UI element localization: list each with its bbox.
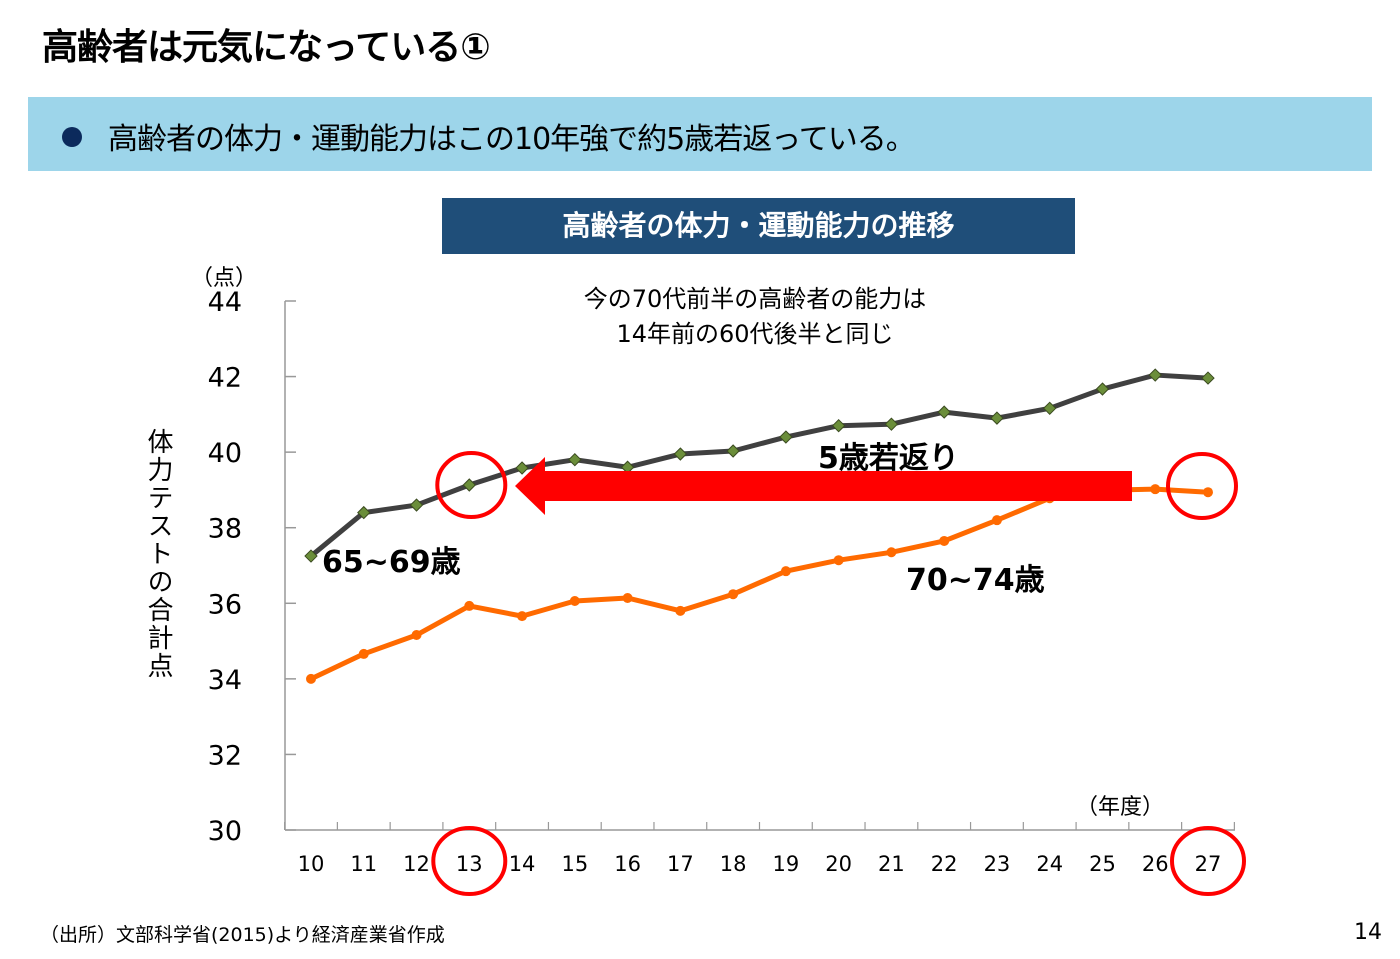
chart-note-line2: 14年前の60代後半と同じ bbox=[616, 320, 893, 348]
x-tick-label: 26 bbox=[1142, 852, 1169, 876]
data-point bbox=[464, 600, 475, 611]
data-point bbox=[357, 505, 371, 520]
source-note: （出所）文部科学省(2015)より経済産業省作成 bbox=[40, 924, 445, 946]
y-axis-label: 体力テストの合計点 bbox=[143, 428, 173, 680]
slide-title: 高齢者は元気になっている① bbox=[42, 27, 491, 68]
data-point bbox=[780, 566, 791, 577]
highlight-circle bbox=[435, 451, 508, 520]
data-point bbox=[1042, 401, 1057, 416]
x-tick-label: 23 bbox=[984, 852, 1011, 876]
data-point bbox=[1148, 368, 1162, 382]
x-tick-label: 17 bbox=[667, 852, 694, 876]
data-point bbox=[990, 411, 1004, 425]
chart-note-line1: 今の70代前半の高齢者の能力は bbox=[584, 285, 927, 313]
data-point bbox=[673, 447, 688, 461]
series-line-1 bbox=[309, 486, 1209, 682]
x-tick-label: 25 bbox=[1089, 852, 1116, 876]
x-tick-label: 18 bbox=[720, 852, 747, 876]
page-number: 14 bbox=[1354, 920, 1382, 945]
data-point bbox=[1201, 371, 1215, 385]
data-point bbox=[991, 515, 1002, 526]
x-tick-label: 24 bbox=[1036, 852, 1063, 876]
bullet-icon bbox=[62, 127, 82, 147]
data-point bbox=[1095, 382, 1110, 396]
x-tick-label: 14 bbox=[509, 852, 536, 876]
y-tick-label: 40 bbox=[208, 438, 242, 469]
series-line-0 bbox=[309, 372, 1209, 558]
rejuvenation-arrow bbox=[515, 457, 1132, 515]
x-tick-label: 22 bbox=[931, 852, 958, 876]
x-tick-label: 19 bbox=[773, 852, 800, 876]
data-point bbox=[779, 430, 793, 444]
data-point bbox=[411, 630, 422, 641]
x-tick-label: 15 bbox=[561, 852, 588, 876]
data-point bbox=[937, 405, 951, 419]
x-tick-label: 21 bbox=[878, 852, 905, 876]
data-point bbox=[1203, 487, 1213, 498]
x-tick-label: 27 bbox=[1195, 852, 1222, 876]
data-point bbox=[462, 478, 477, 492]
data-point bbox=[569, 596, 580, 607]
data-point bbox=[886, 547, 897, 558]
x-tick-label: 10 bbox=[298, 852, 325, 876]
x-tick-label: 13 bbox=[456, 852, 483, 876]
data-point bbox=[622, 592, 633, 603]
data-point bbox=[726, 444, 740, 458]
arrow-label: 5歳若返り bbox=[818, 441, 959, 476]
x-tick-label: 11 bbox=[350, 852, 377, 876]
summary-band bbox=[28, 97, 1372, 171]
y-tick-label: 38 bbox=[208, 514, 242, 545]
y-tick-label: 32 bbox=[208, 740, 242, 771]
data-point bbox=[833, 555, 844, 566]
data-point bbox=[358, 648, 369, 659]
data-point bbox=[409, 498, 424, 512]
data-point bbox=[939, 535, 950, 546]
highlight-circle bbox=[431, 826, 508, 896]
highlight-circle bbox=[1166, 452, 1238, 520]
summary-text: 高齢者の体力・運動能力はこの10年強で約5歳若返っている。 bbox=[108, 122, 916, 157]
y-tick-label: 34 bbox=[208, 665, 242, 696]
x-tick-label: 16 bbox=[614, 852, 641, 876]
y-tick-label: 36 bbox=[208, 589, 242, 620]
data-point bbox=[675, 605, 686, 616]
data-point bbox=[304, 549, 318, 563]
chart-title: 高齢者の体力・運動能力の推移 bbox=[442, 198, 1075, 254]
x-tick-label: 20 bbox=[825, 852, 852, 876]
series-label-65-69: 65~69歳 bbox=[322, 545, 461, 580]
data-point bbox=[517, 611, 528, 622]
data-point bbox=[568, 452, 582, 467]
y-tick-label: 44 bbox=[208, 287, 242, 318]
data-point bbox=[884, 417, 899, 431]
y-unit-label: （点） bbox=[191, 266, 257, 291]
data-point bbox=[831, 418, 846, 433]
y-tick-label: 42 bbox=[208, 363, 242, 394]
x-unit-label: （年度） bbox=[1076, 795, 1164, 820]
series-label-70-74: 70~74歳 bbox=[906, 563, 1045, 598]
x-tick-label: 12 bbox=[403, 852, 430, 876]
data-point bbox=[1150, 484, 1161, 495]
data-point bbox=[306, 673, 316, 684]
y-tick-label: 30 bbox=[208, 816, 242, 847]
data-point bbox=[728, 589, 739, 600]
highlight-circle bbox=[1170, 826, 1246, 896]
data-point bbox=[515, 461, 529, 475]
